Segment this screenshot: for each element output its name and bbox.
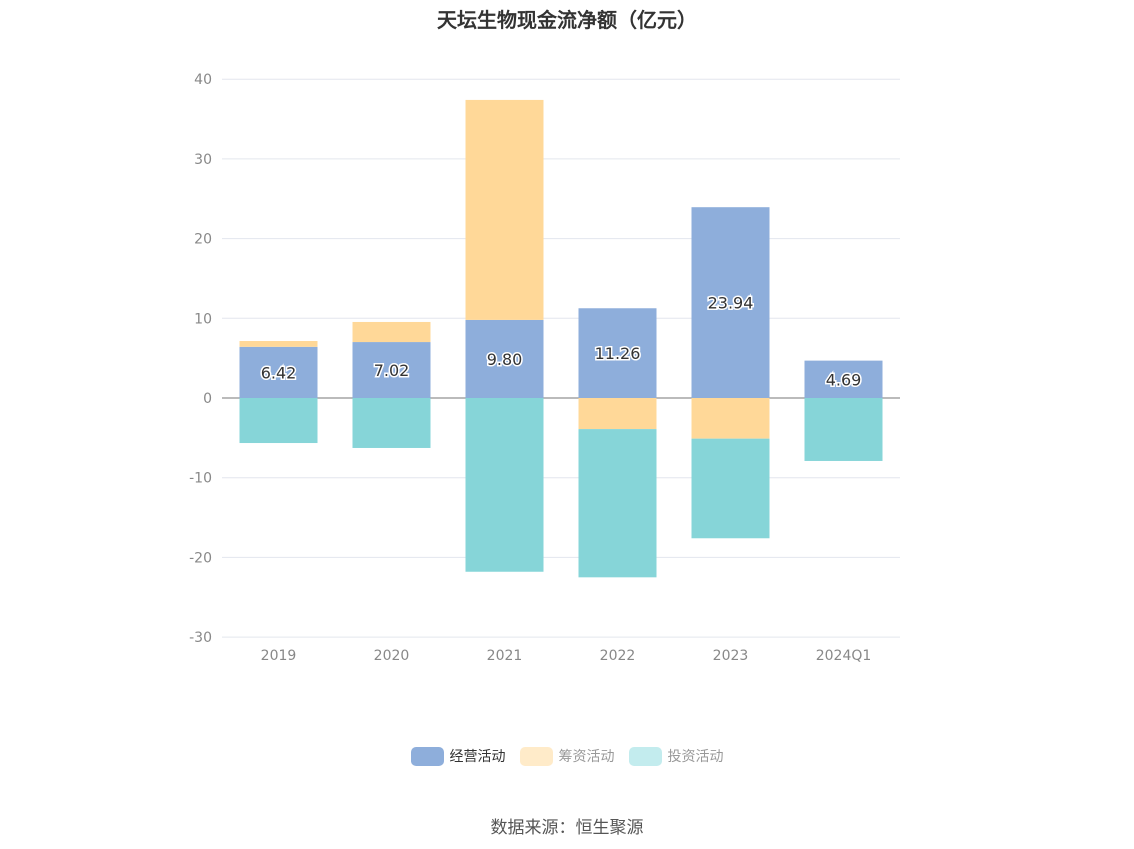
data-label: 23.94 — [708, 294, 754, 313]
legend-swatch — [628, 746, 662, 766]
bar-筹资活动-2023[interactable] — [691, 398, 770, 439]
x-tick-label: 2021 — [487, 648, 523, 664]
bar-投资活动-2022[interactable] — [578, 429, 657, 578]
legend-item[interactable]: 经营活动 — [410, 746, 506, 766]
legend-item[interactable]: 投资活动 — [628, 746, 724, 766]
data-label: 9.80 — [487, 350, 523, 369]
legend-label: 投资活动 — [667, 749, 724, 765]
data-label: 11.26 — [595, 344, 641, 363]
y-tick-label: -30 — [189, 630, 212, 646]
bar-投资活动-2023[interactable] — [691, 438, 770, 539]
legend-swatch — [519, 746, 553, 766]
chart-title: 天坛生物现金流净额（亿元） — [437, 8, 697, 32]
y-tick-label: 10 — [194, 311, 212, 327]
y-tick-label: 20 — [194, 232, 212, 248]
legend-swatch — [410, 746, 444, 766]
bar-投资活动-2019[interactable] — [239, 398, 318, 444]
data-label: 4.69 — [826, 370, 862, 389]
bar-筹资活动-2019[interactable] — [239, 341, 318, 347]
bar-经营活动-2020[interactable] — [352, 342, 431, 398]
data-label: 7.02 — [374, 361, 410, 380]
legend-label: 经营活动 — [449, 749, 506, 765]
bar-经营活动-2024Q1[interactable] — [804, 360, 883, 398]
x-tick-label: 2023 — [713, 648, 749, 664]
legend-item[interactable]: 筹资活动 — [519, 746, 615, 766]
x-tick-label: 2020 — [374, 648, 410, 664]
x-tick-label: 2022 — [600, 648, 636, 664]
bar-筹资活动-2021[interactable] — [465, 99, 544, 320]
y-tick-label: 40 — [194, 72, 212, 88]
bar-筹资活动-2022[interactable] — [578, 398, 657, 430]
legend-label: 筹资活动 — [558, 749, 615, 765]
legend: 经营活动 筹资活动 投资活动 — [0, 746, 1134, 766]
y-tick-label: 0 — [203, 391, 212, 407]
bar-投资活动-2024Q1[interactable] — [804, 398, 883, 461]
bar-经营活动-2021[interactable] — [465, 319, 544, 398]
bar-经营活动-2023[interactable] — [691, 207, 770, 398]
x-tick-label: 2019 — [261, 648, 297, 664]
x-tick-label: 2024Q1 — [816, 648, 872, 664]
bar-投资活动-2020[interactable] — [352, 398, 431, 448]
bar-经营活动-2022[interactable] — [578, 308, 657, 398]
source-note: 数据来源：恒生聚源 — [490, 818, 644, 838]
y-tick-label: -10 — [189, 471, 212, 487]
bar-经营活动-2019[interactable] — [239, 346, 318, 398]
bar-筹资活动-2020[interactable] — [352, 321, 431, 343]
data-label: 6.42 — [261, 363, 297, 382]
plot-area: -30 -20 -10 0 10 20 30 40 2019 2020 2021 2022 2023 20… — [189, 72, 900, 664]
y-tick-label: 30 — [194, 152, 212, 168]
y-tick-label: -20 — [189, 550, 212, 566]
bar-投资活动-2021[interactable] — [465, 398, 544, 572]
